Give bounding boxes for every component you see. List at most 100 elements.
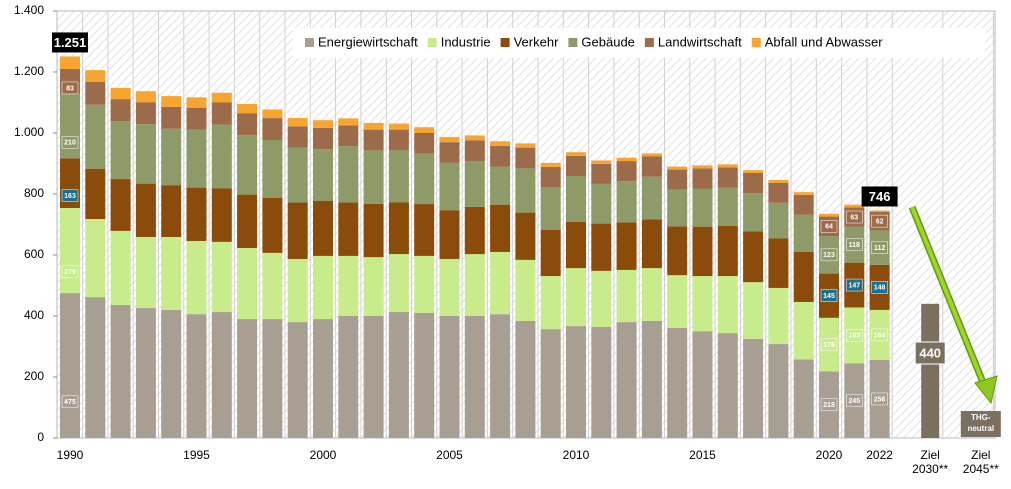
bar-segment [135,183,156,238]
bar-segment [186,129,207,188]
bar-segment [793,192,814,195]
bar-segment [641,219,662,269]
bar-segment [515,320,536,438]
total-label: 1.251 [54,35,87,50]
value-label-bg [871,214,888,228]
bar-segment [566,326,586,438]
value-label-bg [871,392,888,406]
bar-segment [414,127,435,133]
bar-segment [186,240,207,315]
bar-segment [287,322,308,438]
bar-segment [439,162,460,211]
value-label-bg [871,281,888,294]
bar-segment [793,194,814,215]
bar-segment [338,118,359,126]
legend-swatch [751,38,761,47]
bar-segment [540,276,561,330]
bar-segment [363,129,384,151]
bar-segment [667,166,688,170]
bar-segment [692,276,713,332]
bar-segment [641,320,662,438]
bar-segment [540,166,561,187]
bar-segment [363,150,384,204]
bar-segment [388,312,409,438]
value-label: 64 [825,224,833,231]
value-label-bg [61,395,79,409]
bar-segment [743,231,764,283]
bar-segment [540,186,561,230]
bar-segment [793,359,814,438]
bar-segment [490,166,511,205]
bar-segment [211,92,232,103]
legend-label: Energiewirtschaft [318,34,418,49]
bar-segment [414,133,435,154]
total-label: 746 [869,189,891,204]
bar-segment [793,251,814,302]
bar-segment [211,102,232,125]
bar-segment [211,241,232,313]
value-label: 147 [848,282,860,289]
bar-segment [641,268,662,321]
bar-segment [540,162,561,167]
bar-segment [768,182,789,203]
bar-segment [616,322,637,438]
bar-segment [591,223,612,271]
value-label-bg [846,329,863,342]
bar-segment [743,170,764,173]
value-label-bg [820,338,838,351]
bar-segment [262,319,283,438]
bar-segment [262,118,283,141]
bar-segment [566,221,586,269]
bar-segment [135,91,156,103]
bar-segment [641,176,662,220]
total-label-bg [52,32,88,53]
value-label-bg [820,398,838,412]
bar-segment [768,287,789,345]
bar-segment [262,252,283,320]
bar-segment [287,202,308,259]
bar-segment [110,121,131,180]
bar-segment [135,124,156,184]
legend-swatch [500,38,510,47]
value-label-bg [820,220,838,233]
bar-segment [110,179,131,231]
bar-segment [262,140,283,198]
bar-segment [161,128,182,186]
x-tick-label: 2010 [562,448,590,462]
trend-arrow [908,205,998,405]
bar-segment [237,319,258,438]
bar-segment [566,268,586,327]
value-label: 148 [874,285,886,292]
bar-segment [490,204,511,252]
bar-segment [616,269,637,323]
value-label-bg [846,238,863,251]
bar-segment [313,319,333,438]
y-tick-label: 1.000 [14,125,44,139]
y-tick-label: 200 [24,369,44,383]
bar-segment [338,146,359,203]
value-label-bg [61,265,79,279]
bar-segment [464,316,485,438]
bar-segment [313,255,333,320]
bar-segment [439,142,460,163]
bar-segment [237,113,258,136]
bar-segment [717,167,738,188]
bar-segment [439,136,460,143]
x-tick-label: 2000 [309,448,337,462]
bar-segment [338,125,359,147]
bar-segment [262,197,283,253]
bar-segment [338,255,359,316]
value-label-bg [61,189,79,202]
bar-segment [186,97,207,108]
bar-segment [161,96,182,107]
bar-segment [186,107,207,130]
legend-swatch [568,38,578,47]
bar-segment [211,124,232,189]
bar-segment [135,308,156,438]
x-tick-label: 2022 [866,448,893,462]
bar-segment [717,187,738,226]
x-tick-label: Ziel 2030** [912,448,949,476]
legend-label: Abfall und Abwasser [765,34,883,49]
bar-segment [439,316,460,438]
